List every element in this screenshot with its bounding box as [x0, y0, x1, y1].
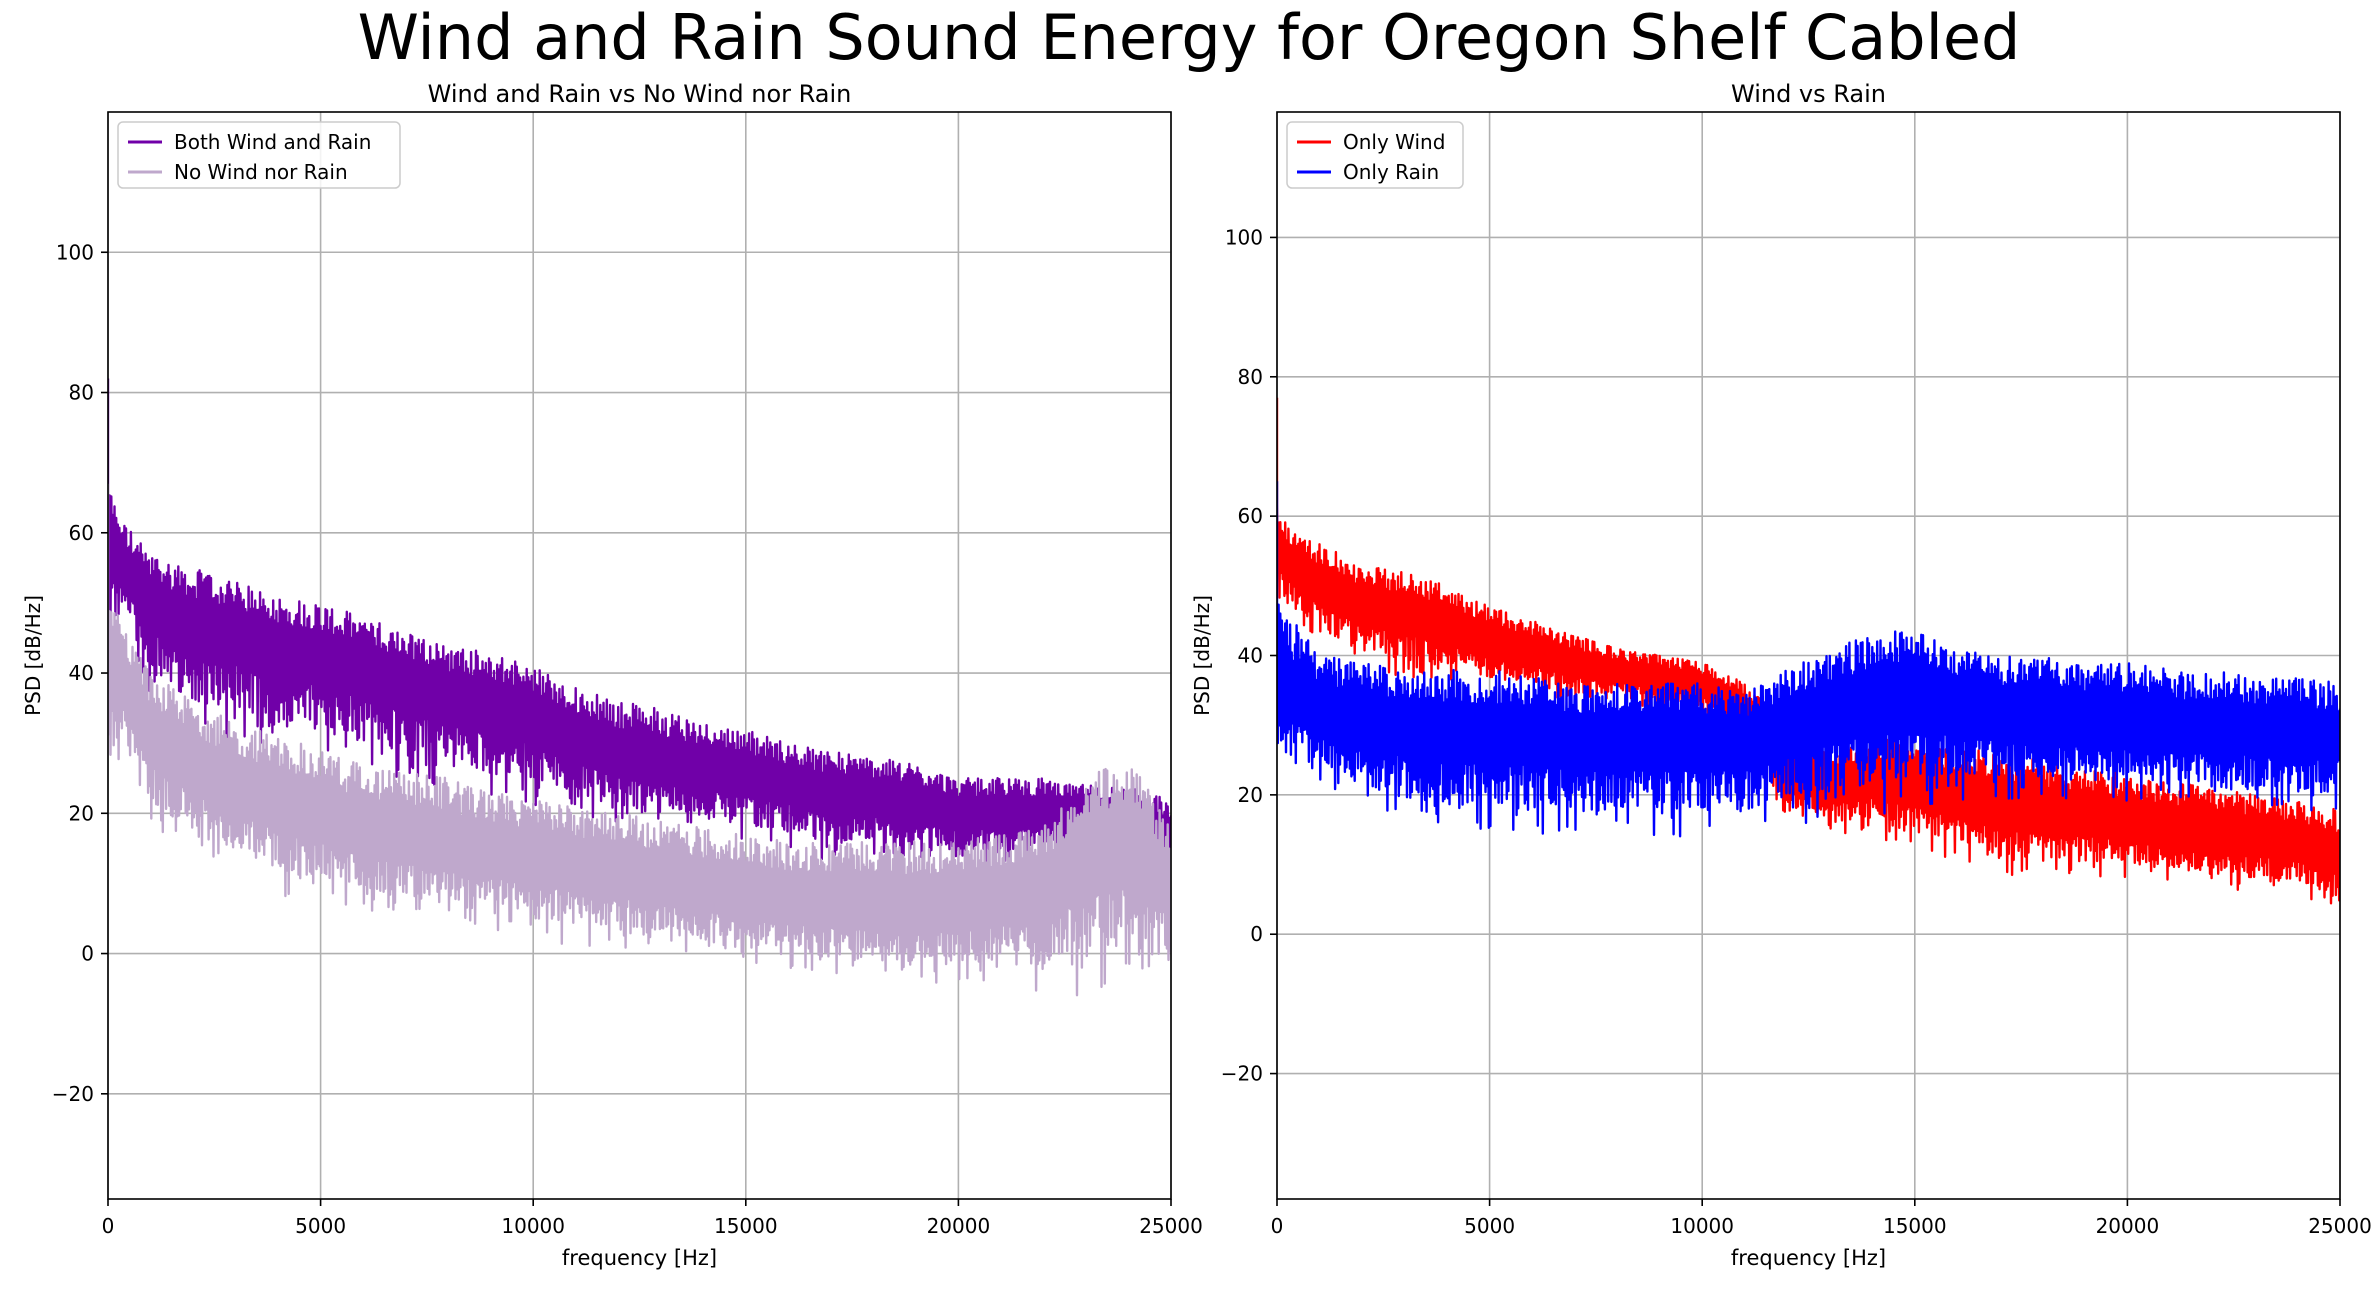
legend-label-0: Only Wind — [1343, 130, 1445, 154]
y-tick-label: 80 — [1238, 365, 1263, 389]
x-tick-label: 20000 — [927, 1214, 991, 1238]
plot-area — [108, 378, 1171, 997]
y-axis-label: PSD [dB/Hz] — [1190, 595, 1214, 716]
series-line-0 — [108, 378, 1171, 898]
x-tick-label: 0 — [102, 1214, 115, 1238]
y-tick-label: 20 — [69, 801, 94, 825]
x-tick-label: 15000 — [714, 1214, 778, 1238]
y-tick-label: 20 — [1238, 783, 1263, 807]
x-tick-label: 5000 — [295, 1214, 346, 1238]
series-line-0 — [1277, 397, 2340, 905]
y-tick-label: 40 — [69, 661, 94, 685]
legend-box — [117, 121, 401, 189]
x-tick-label: 25000 — [2308, 1214, 2372, 1238]
plot-area — [1277, 397, 2340, 905]
y-tick-label: 0 — [81, 942, 94, 966]
legend-label-1: Only Rain — [1343, 160, 1439, 184]
x-tick-label: 25000 — [1139, 1214, 1203, 1238]
x-tick-label: 20000 — [2096, 1214, 2160, 1238]
panel-title: Wind and Rain vs No Wind nor Rain — [428, 80, 852, 108]
x-tick-label: 15000 — [1883, 1214, 1947, 1238]
series-line-1 — [108, 483, 1171, 997]
x-tick-label: 10000 — [501, 1214, 565, 1238]
series-line-1 — [1277, 481, 2340, 838]
y-tick-label: −20 — [1221, 1062, 1263, 1086]
x-tick-label: 0 — [1271, 1214, 1284, 1238]
y-tick-label: 60 — [69, 521, 94, 545]
figure-title: Wind and Rain Sound Energy for Oregon Sh… — [357, 1, 2021, 74]
y-tick-label: −20 — [52, 1082, 94, 1106]
x-axis-label: frequency [Hz] — [562, 1246, 717, 1270]
x-tick-label: 5000 — [1464, 1214, 1515, 1238]
y-tick-label: 0 — [1250, 922, 1263, 946]
left-panel: 0 5000 10000 15000 20000 25000 −20 0 20 40 60 80 100… — [21, 80, 1203, 1270]
x-tick-label: 10000 — [1670, 1214, 1734, 1238]
panel-title: Wind vs Rain — [1731, 80, 1886, 108]
y-tick-label: 100 — [56, 240, 94, 264]
x-axis-label: frequency [Hz] — [1731, 1246, 1886, 1270]
legend-label-0: Both Wind and Rain — [174, 130, 371, 154]
y-tick-label: 80 — [69, 381, 94, 405]
right-panel: 0 5000 10000 15000 20000 25000 −20 0 20 40 60 80 100… — [1190, 80, 2372, 1270]
legend-label-1: No Wind nor Rain — [174, 160, 348, 184]
y-tick-label: 100 — [1225, 225, 1263, 249]
y-tick-label: 60 — [1238, 504, 1263, 528]
y-axis-label: PSD [dB/Hz] — [21, 595, 45, 716]
y-tick-label: 40 — [1238, 644, 1263, 668]
axes-frame — [107, 111, 1172, 1200]
